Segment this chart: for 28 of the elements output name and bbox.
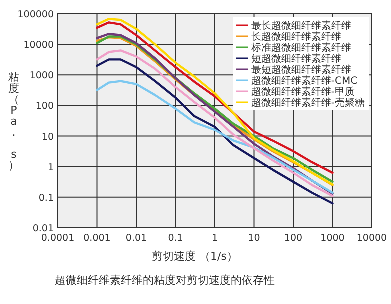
x-axis-title: 剪切速度 （1/s）: [152, 250, 238, 263]
text: 超微细纤维素纤维的粘度对剪切速度的依存性: [55, 274, 275, 287]
y-tick-label: 100000: [18, 10, 54, 20]
x-tick-label: 10: [248, 233, 260, 244]
y-tick-label: 10: [42, 132, 54, 143]
legend-label: 长超微细纤维素纤维: [251, 31, 342, 43]
legend-label: 短超微细纤维素纤维: [251, 53, 342, 65]
x-tick-label: 1000: [320, 233, 345, 244]
x-tick-label: 1: [212, 233, 218, 244]
x-tick-label: 100: [284, 233, 303, 244]
y-tick-label: 1000: [30, 70, 54, 82]
x-tick-label: 10000: [356, 233, 388, 244]
legend-label: 超微细纤维素纤维-壳聚糖: [251, 97, 365, 109]
legend-label: 最长超微细纤维素纤维: [251, 20, 352, 32]
y-tick-label: 0.1: [38, 192, 54, 204]
legend-label: 最短超微细纤维素纤维: [251, 64, 352, 76]
x-tick-label: 0.001: [84, 233, 111, 244]
y-tick-label: 10000: [24, 40, 54, 52]
x-tick-label: 0.01: [126, 233, 148, 244]
legend-label: 超微细纤维素纤维-CMC: [251, 75, 358, 87]
y-axis-title: 粘度（Pa. s）: [8, 71, 20, 172]
x-tick-label: 0.1: [168, 233, 184, 244]
legend-label: 超微细纤维素纤维-甲质: [251, 86, 355, 98]
y-tick-label: 0.01: [32, 224, 54, 234]
y-tick-label: 1: [48, 162, 54, 174]
legend-label: 标准超微细纤维素纤维: [250, 42, 352, 54]
y-tick-label: 100: [36, 101, 54, 112]
x-tick-label: 0.0001: [41, 233, 75, 244]
